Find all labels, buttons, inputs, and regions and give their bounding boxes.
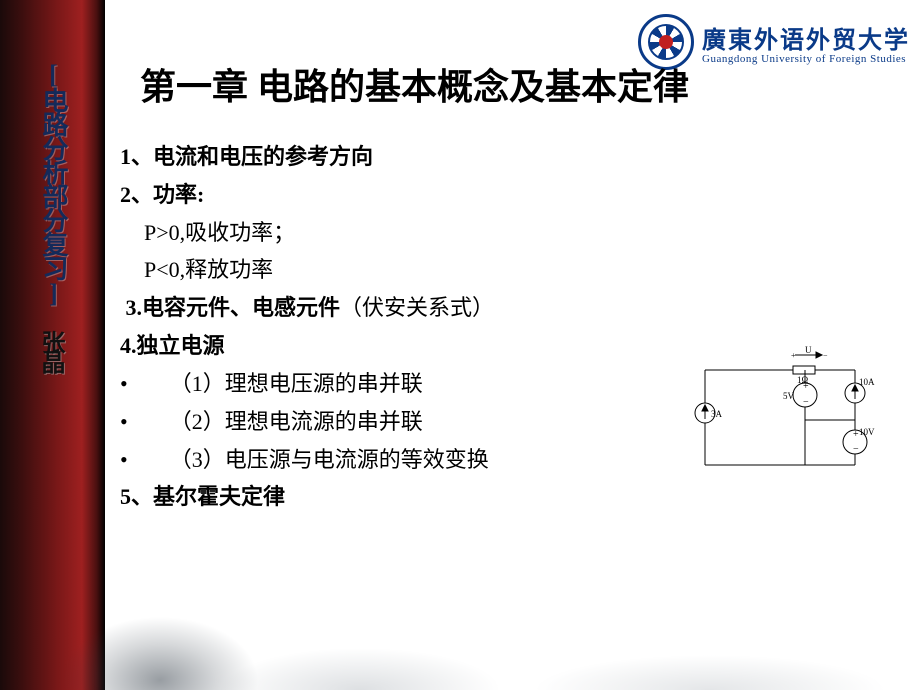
line-item: 2、功率:: [120, 176, 900, 214]
line-item: 1、电流和电压的参考方向: [120, 138, 900, 176]
circuit-label-r: 1Ω: [797, 375, 809, 385]
circuit-label-10a: 10A: [859, 377, 875, 387]
line-item: P<0,释放功率: [120, 251, 900, 289]
line-item: P>0,吸收功率；: [120, 214, 900, 252]
svg-text:+: +: [791, 351, 796, 360]
sidebar-author: 张晶: [38, 330, 68, 370]
line-item: 5、基尔霍夫定律: [120, 478, 900, 516]
line-normal-part: （伏安关系式）: [340, 295, 494, 320]
svg-text:−: −: [803, 397, 809, 408]
circuit-label-u: U: [805, 345, 812, 355]
svg-text:−: −: [853, 444, 859, 455]
logo-text-cn: 廣東外语外贸大学: [702, 20, 910, 55]
circuit-label-5v: 5V: [783, 391, 795, 401]
mountain-decoration: [60, 570, 920, 690]
slide-title: 第一章 电路的基本概念及基本定律: [140, 58, 900, 110]
line-item: 3.电容元件、电感元件（伏安关系式）: [120, 289, 900, 327]
circuit-label-3a: 3A: [711, 409, 723, 419]
circuit-label-10v: 10V: [859, 427, 875, 437]
svg-text:−: −: [823, 351, 828, 360]
circuit-diagram: + − + − + − U 1Ω 10A 5V 10V 3A: [685, 345, 875, 480]
line-bold-part: 3.电容元件、电感元件: [126, 295, 341, 320]
sidebar-title: [电路分析部分复习]: [32, 60, 72, 306]
